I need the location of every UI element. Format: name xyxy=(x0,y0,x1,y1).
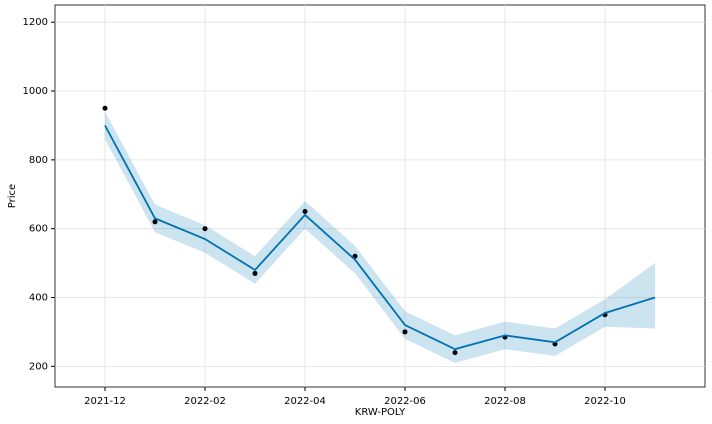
y-tick-label: 1200 xyxy=(23,17,48,28)
y-tick-label: 1000 xyxy=(23,86,48,97)
x-tick-label: 2021-12 xyxy=(84,396,126,407)
observed-point xyxy=(302,208,308,214)
x-tick-label: 2022-10 xyxy=(584,396,626,407)
x-axis-label: KRW-POLY xyxy=(355,407,406,418)
x-tick-label: 2022-04 xyxy=(284,396,326,407)
y-tick-label: 200 xyxy=(29,361,48,372)
y-tick-label: 600 xyxy=(29,224,48,235)
observed-point xyxy=(402,329,408,335)
observed-point xyxy=(202,226,208,232)
y-tick-label: 800 xyxy=(29,155,48,166)
x-tick-label: 2022-02 xyxy=(184,396,226,407)
observed-point xyxy=(452,350,458,356)
observed-point xyxy=(102,105,108,111)
plot-frame xyxy=(54,4,706,388)
y-tick-label: 400 xyxy=(29,293,48,304)
observed-point xyxy=(152,219,158,225)
y-axis-label: Price xyxy=(7,184,18,208)
x-tick-label: 2022-08 xyxy=(484,396,526,407)
observed-point xyxy=(252,270,258,276)
uncertainty-band xyxy=(105,111,655,363)
x-tick-label: 2022-06 xyxy=(384,396,426,407)
forecast-line xyxy=(104,125,656,351)
